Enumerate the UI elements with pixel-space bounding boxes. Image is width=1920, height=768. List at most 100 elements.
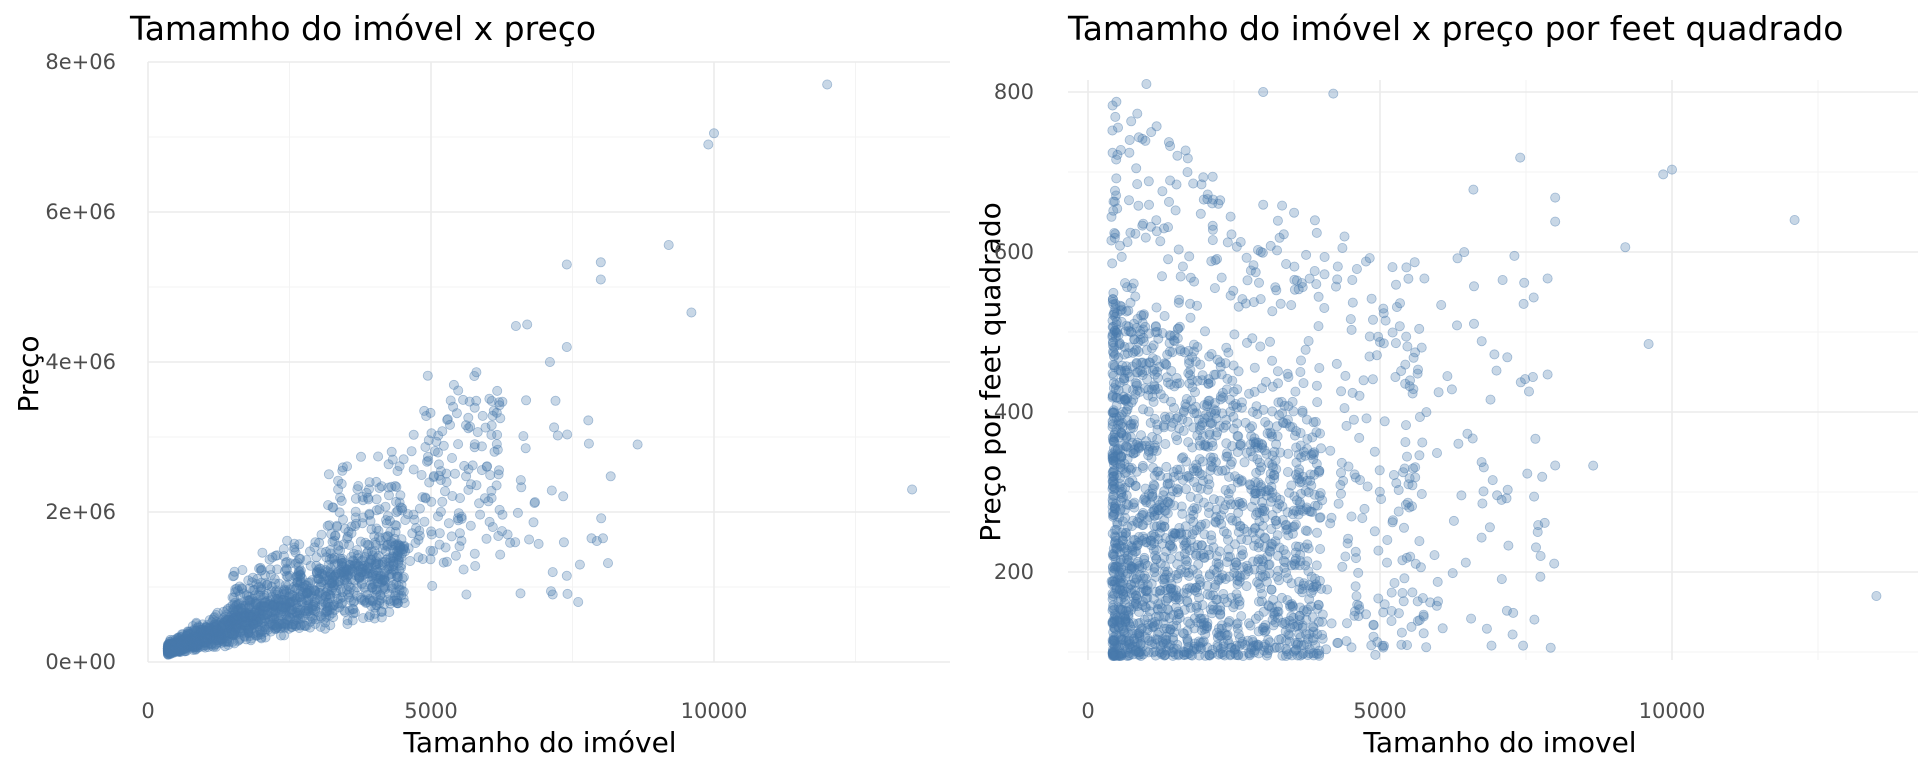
data-point [1401,420,1412,431]
y-tick-label: 4e+06 [45,350,116,374]
data-point [1164,412,1175,423]
data-point [1109,196,1120,207]
data-point [1414,615,1425,626]
data-point [1290,645,1301,656]
data-point [185,640,196,651]
data-point [1235,572,1246,583]
data-point [184,640,195,651]
data-point [244,631,255,642]
data-point [435,474,446,485]
data-point [1210,408,1221,419]
data-point [271,585,282,596]
data-point [233,617,244,628]
data-point [1871,591,1882,602]
data-point [228,618,239,629]
data-point [255,632,266,643]
data-point [1132,108,1143,119]
data-point [1223,617,1234,628]
data-point [1113,352,1124,363]
data-point [224,616,235,627]
data-point [1171,643,1182,654]
data-point [400,546,411,557]
data-point [1221,630,1232,641]
data-point [365,554,376,565]
data-point [1398,596,1409,607]
data-point [1192,300,1203,311]
data-point [1163,254,1174,265]
data-point [245,594,256,605]
data-point [197,629,208,640]
data-point [1163,137,1174,148]
data-point [202,625,213,636]
data-point [1314,362,1325,373]
data-point [1136,430,1147,441]
data-point [271,594,282,605]
data-point [322,520,333,531]
data-point [240,607,251,618]
data-point [427,580,438,591]
data-point [173,644,184,655]
data-point [215,628,226,639]
data-point [379,540,390,551]
data-point [1326,618,1337,629]
data-point [174,637,185,648]
data-point [1146,453,1157,464]
data-point [1140,232,1151,243]
data-point [359,552,370,563]
data-point [253,582,264,593]
data-point [1259,645,1270,656]
data-point [1116,648,1127,659]
data-point [1260,625,1271,636]
data-point [246,607,257,618]
data-point [1469,318,1480,329]
data-point [449,468,460,479]
data-point [1405,551,1416,562]
data-point [1212,354,1223,365]
data-point [1160,438,1171,449]
data-point [516,482,527,493]
data-point [382,531,393,542]
panel-0-points [162,79,918,660]
data-point [1300,525,1311,536]
data-point [1226,483,1237,494]
data-point [373,451,384,462]
data-point [1154,361,1165,372]
data-point [171,638,182,649]
data-point [236,611,247,622]
data-point [1241,252,1252,263]
data-point [1257,589,1268,600]
data-point [1205,590,1216,601]
data-point [709,128,720,139]
data-point [1347,387,1358,398]
data-point [164,636,175,647]
data-point [1448,515,1459,526]
data-point [583,415,594,426]
data-point [1432,447,1443,458]
data-point [1115,144,1126,155]
data-point [364,610,375,621]
data-point [1253,556,1264,567]
data-point [166,638,177,649]
data-point [416,469,427,480]
data-point [174,637,185,648]
data-point [318,596,329,607]
data-point [1491,365,1502,376]
data-point [1175,271,1186,282]
data-point [1184,251,1195,262]
data-point [1364,331,1375,342]
data-point [437,426,448,437]
data-point [1297,407,1308,418]
data-point [164,641,175,652]
data-point [1502,352,1513,363]
data-point [1476,336,1487,347]
data-point [262,600,273,611]
data-point [165,647,176,658]
data-point [333,568,344,579]
panel-0-y-axis-title: Preço [12,335,45,412]
data-point [1111,584,1122,595]
data-point [1453,438,1464,449]
data-point [1289,207,1300,218]
data-point [354,571,365,582]
data-point [186,628,197,639]
data-point [374,598,385,609]
